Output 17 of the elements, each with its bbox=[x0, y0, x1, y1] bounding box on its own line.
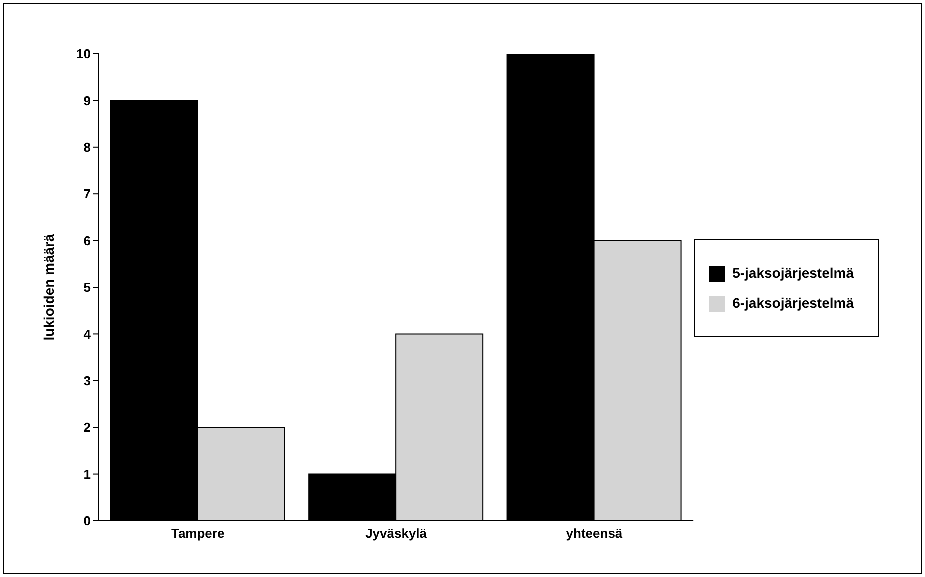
y-tick-label: 7 bbox=[84, 186, 91, 202]
y-tick-label: 4 bbox=[84, 326, 92, 342]
y-tick-label: 3 bbox=[84, 374, 91, 389]
y-tick-label: 10 bbox=[76, 46, 91, 62]
y-tick-label: 5 bbox=[84, 280, 91, 296]
y-tick-label: 9 bbox=[84, 93, 91, 108]
legend-label: 5-jaksojärjestelmä bbox=[732, 264, 854, 280]
x-tick-label: Jyväskylä bbox=[366, 526, 428, 542]
x-tick-label: yhteensä bbox=[566, 526, 624, 542]
legend-label: 6-jaksojärjestelmä bbox=[732, 294, 854, 310]
y-tick-label: 8 bbox=[84, 140, 91, 156]
y-tick-label: 2 bbox=[84, 420, 91, 436]
y-axis-title: lukioiden määrä bbox=[40, 234, 57, 341]
x-tick-label: Tampere bbox=[171, 526, 225, 542]
y-tick-label: 6 bbox=[84, 233, 91, 248]
y-tick-label: 0 bbox=[84, 514, 91, 529]
y-tick-label: 1 bbox=[84, 466, 91, 482]
